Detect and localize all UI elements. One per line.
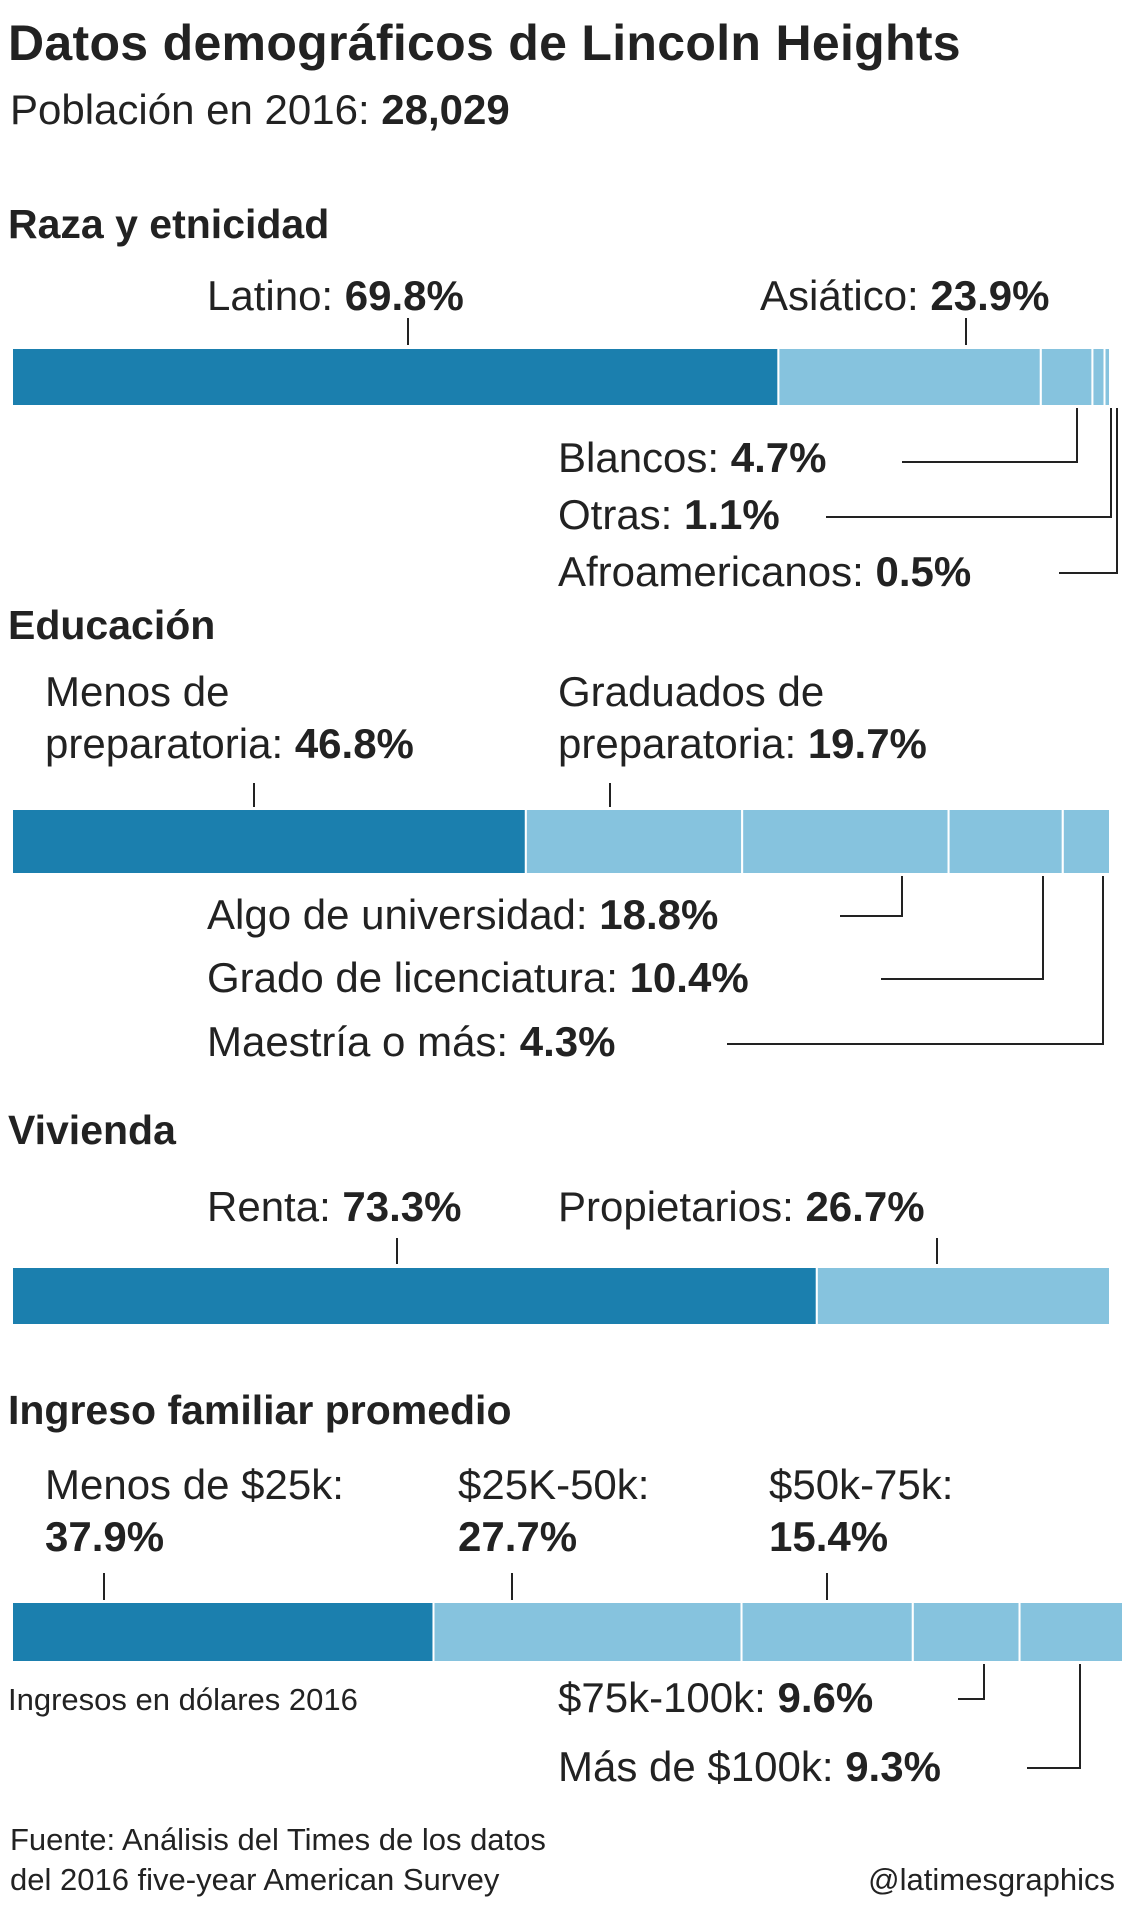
population-value: 28,029	[381, 86, 510, 133]
value-propietarios: 26.7%	[805, 1183, 925, 1230]
section-title-race: Raza y etnicidad	[8, 201, 330, 247]
bar-race-segment-3	[1039, 347, 1094, 407]
label-gt100: Más de $100k: 9.3%	[558, 1743, 941, 1790]
value-asian: 23.9%	[930, 272, 1050, 319]
leader-75-100	[958, 1664, 985, 1700]
label-otras: Otras: 1.1%	[558, 491, 780, 538]
value-renta: 73.3%	[342, 1183, 462, 1230]
label-propietarios: Propietarios: 26.7%	[558, 1183, 925, 1230]
education-bar	[11, 808, 1112, 875]
bar-education-segment-4	[947, 808, 1064, 875]
section-title-housing: Vivienda	[8, 1107, 176, 1153]
value-lt25: 37.9%	[45, 1513, 165, 1560]
leader-afroamericanos	[1059, 408, 1118, 574]
label-75-100: $75k-100k: 9.6%	[558, 1674, 874, 1721]
label-renta: Renta: 73.3%	[207, 1183, 462, 1230]
value-50-75: 15.4%	[769, 1513, 889, 1560]
leader-lines	[103, 318, 1118, 1769]
label-universidad: Algo de universidad: 18.8%	[207, 891, 719, 938]
bar-education-segment-5	[1061, 808, 1112, 875]
bar-race-segment-5	[1103, 347, 1112, 407]
source-line-2: del 2016 five-year American Survey	[10, 1862, 500, 1897]
credit: @latimesgraphics	[868, 1862, 1115, 1897]
housing-bar	[11, 1266, 1112, 1326]
leader-blancos	[902, 408, 1078, 463]
race-bar	[11, 347, 1112, 407]
label-blancos: Blancos: 4.7%	[558, 434, 827, 481]
value-licenciatura: 10.4%	[629, 954, 749, 1001]
income-note: Ingresos en dólares 2016	[8, 1682, 358, 1717]
section-title-income: Ingreso familiar promedio	[8, 1387, 512, 1433]
value-otras: 1.1%	[684, 491, 780, 538]
population-label: Población en 2016:	[10, 86, 370, 133]
bar-race-segment-4	[1091, 347, 1106, 407]
population-line: Población en 2016: 28,029	[10, 86, 510, 134]
value-universidad: 18.8%	[599, 891, 719, 938]
bar-income-segment-3	[740, 1601, 914, 1663]
value-maestria: 4.3%	[519, 1018, 616, 1065]
value-75-100: 9.6%	[777, 1674, 874, 1721]
bar-race-segment-2	[777, 347, 1042, 407]
bar-income-segment-1	[11, 1601, 435, 1663]
bar-income-segment-4	[911, 1601, 1021, 1663]
label-licenciatura: Grado de licenciatura: 10.4%	[207, 954, 749, 1001]
source-line-1: Fuente: Análisis del Times de los datos	[10, 1822, 546, 1857]
leader-licenciatura	[881, 876, 1044, 980]
value-afroamericanos: 0.5%	[875, 548, 972, 595]
value-menos-preparatoria: 46.8%	[294, 720, 414, 767]
leader-universidad	[840, 876, 903, 917]
income-bar	[11, 1601, 1125, 1663]
leader-maestria	[727, 876, 1104, 1045]
value-25-50: 27.7%	[458, 1513, 578, 1560]
bar-housing-segment-2	[815, 1266, 1112, 1326]
label-50-75: $50k-75k:	[769, 1461, 954, 1508]
value-latino: 69.8%	[344, 272, 464, 319]
bar-income-segment-2	[432, 1601, 743, 1663]
label-menos-preparatoria-1: Menos de	[45, 668, 230, 715]
value-graduados: 19.7%	[807, 720, 927, 767]
bar-housing-segment-1	[11, 1266, 818, 1326]
label-menos-preparatoria-2: preparatoria: 46.8%	[45, 720, 414, 767]
label-graduados-2: preparatoria: 19.7%	[558, 720, 927, 767]
leader-otras	[826, 408, 1112, 518]
label-afroamericanos: Afroamericanos: 0.5%	[558, 548, 972, 595]
label-asian: Asiático: 23.9%	[760, 272, 1050, 319]
bar-income-segment-5	[1018, 1601, 1125, 1663]
label-latino: Latino: 69.8%	[207, 272, 464, 319]
bar-education-segment-3	[741, 808, 950, 875]
label-lt25: Menos de $25k:	[45, 1461, 344, 1508]
value-blancos: 4.7%	[730, 434, 827, 481]
label-graduados-1: Graduados de	[558, 668, 825, 715]
bar-education-segment-1	[11, 808, 527, 875]
page-title: Datos demográficos de Lincoln Heights	[8, 15, 961, 71]
leader-gt100	[1027, 1664, 1081, 1769]
value-gt100: 9.3%	[845, 1743, 941, 1790]
bar-race-segment-1	[11, 347, 780, 407]
bar-education-segment-2	[524, 808, 744, 875]
label-25-50: $25K-50k:	[458, 1461, 650, 1508]
label-maestria: Maestría o más: 4.3%	[207, 1018, 616, 1065]
section-title-education: Educación	[8, 602, 216, 648]
